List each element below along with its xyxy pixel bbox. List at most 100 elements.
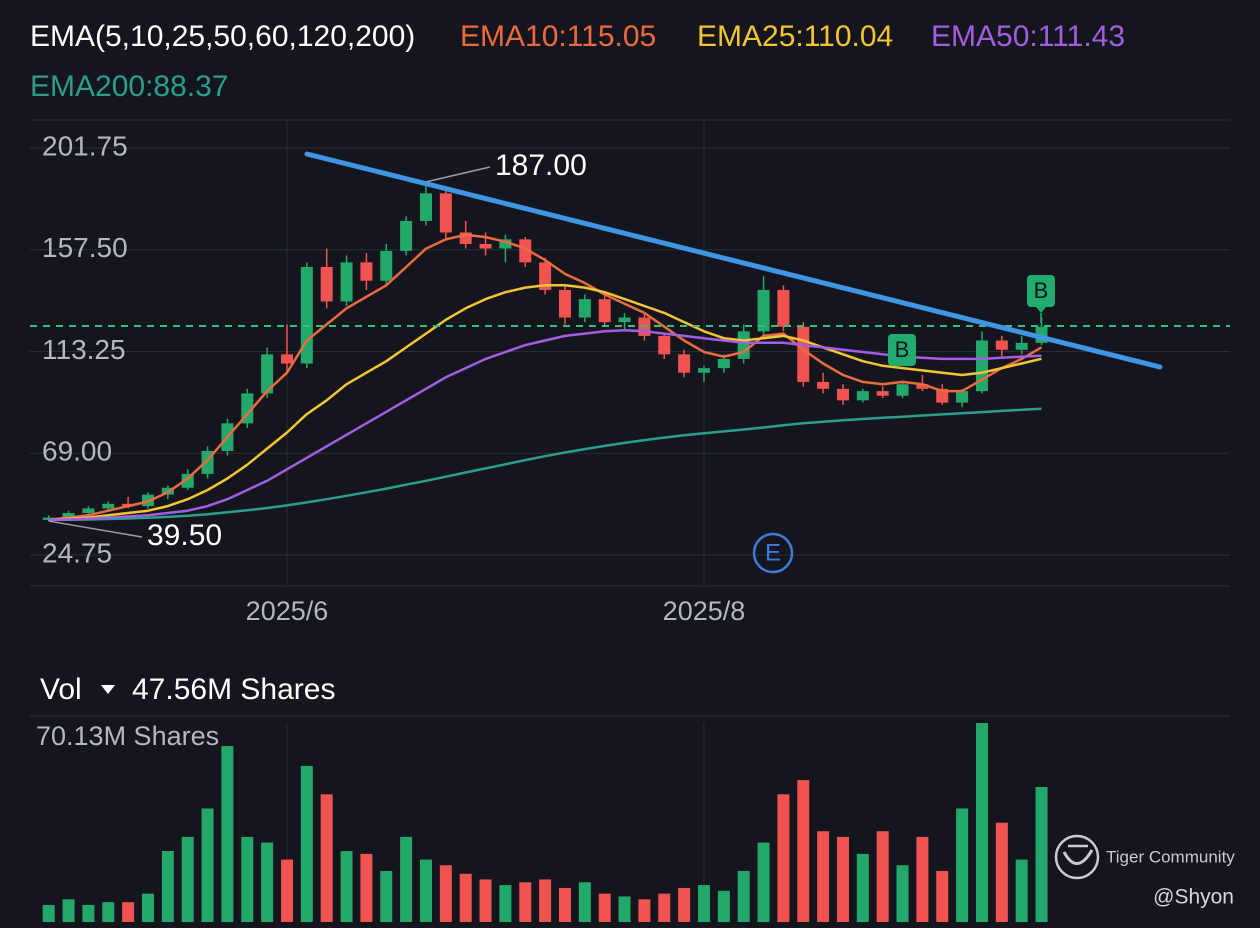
candle-body: [856, 391, 869, 401]
volume-bar: [340, 851, 353, 922]
volume-bar: [856, 853, 869, 922]
volume-bar: [578, 882, 591, 922]
volume-bar: [400, 836, 413, 922]
volume-bar: [221, 746, 234, 922]
volume-bar: [638, 899, 651, 922]
trend-line: [304, 151, 1163, 370]
legend-entry: EMA10:115.05: [460, 20, 656, 53]
volume-bar: [479, 879, 492, 922]
watermark-user: @Shyon: [1153, 886, 1234, 909]
candle-body: [876, 391, 889, 396]
volume-bar: [42, 904, 55, 922]
candle-body: [558, 289, 571, 318]
candle-body: [320, 266, 333, 302]
candle-body: [1015, 342, 1028, 350]
volume-bar: [161, 851, 174, 922]
volume-bar: [539, 879, 552, 922]
candle-body: [280, 354, 293, 364]
volume-bar: [1035, 787, 1048, 922]
candle-body: [737, 331, 750, 359]
candle-body: [916, 384, 929, 389]
volume-bar: [995, 822, 1008, 922]
candle-body: [499, 239, 512, 249]
annotation-leader: [425, 166, 491, 183]
candle-body: [658, 335, 671, 355]
annotation-label: 187.00: [495, 149, 587, 182]
candle-body: [618, 317, 631, 323]
volume-bar: [102, 902, 115, 922]
buy-marker: [1027, 275, 1055, 307]
y-tick-label: 24.75: [42, 537, 112, 568]
volume-bar: [380, 870, 393, 922]
volume-bar: [975, 723, 988, 922]
volume-bar: [419, 859, 432, 922]
candle-body: [400, 220, 413, 251]
x-tick-label: 2025/6: [246, 596, 329, 626]
volume-bar: [956, 808, 969, 922]
candle-body: [777, 289, 790, 327]
volume-bar: [1015, 859, 1028, 922]
volume-bar: [558, 887, 571, 922]
candle-body: [678, 354, 691, 373]
candle-body: [519, 239, 532, 263]
volume-bar: [122, 902, 135, 922]
candle-body: [896, 384, 909, 396]
volume-bar: [757, 842, 770, 922]
watermark-logo: [1054, 834, 1100, 880]
volume-bar: [439, 865, 452, 922]
volume-bar: [519, 882, 532, 922]
volume-bar: [459, 873, 472, 922]
ema-line: [48, 328, 1042, 522]
volume-bar: [181, 836, 194, 922]
volume-bar: [797, 780, 810, 922]
candle-body: [797, 326, 810, 382]
volume-bar: [618, 896, 631, 922]
volume-bar: [82, 904, 95, 922]
candle-body: [360, 262, 373, 281]
volume-bar: [817, 831, 830, 922]
y-tick-label: 69.00: [42, 436, 112, 467]
volume-bar: [777, 794, 790, 922]
candle-body: [975, 340, 988, 392]
volume-bar: [241, 836, 254, 922]
annotation-leader: [48, 520, 143, 538]
volume-bar: [678, 887, 691, 922]
legend-title: EMA(5,10,25,50,60,120,200): [30, 20, 415, 53]
grid-layer: [30, 119, 1230, 922]
candle-body: [261, 354, 274, 394]
volume-bar: [360, 853, 373, 922]
candle-body: [757, 289, 770, 332]
ema-line: [48, 284, 1042, 522]
annotation-label: 39.50: [147, 519, 222, 552]
volume-bar: [499, 885, 512, 922]
dropdown-icon[interactable]: [101, 685, 115, 694]
volume-bar: [936, 870, 949, 922]
candle-body: [82, 508, 95, 514]
volume-bar: [300, 765, 313, 922]
candle-body: [598, 299, 611, 323]
candle-body: [439, 193, 452, 233]
candle-body: [62, 513, 75, 518]
ema-line: [48, 233, 1043, 522]
volume-title: Vol: [40, 673, 82, 706]
marker-label: E: [765, 539, 781, 566]
top-layer: 201.75 157.50 113.25 69.00 24.75 2025/6 2025/8…: [30, 20, 1125, 751]
candle-body: [697, 368, 710, 373]
earnings-marker: [752, 532, 794, 574]
buy-marker: [888, 334, 916, 366]
marker-label: B: [895, 337, 910, 362]
volume-bar: [717, 890, 730, 922]
x-tick-label: 2025/8: [663, 596, 746, 626]
y-tick-label: 113.25: [42, 334, 126, 365]
candle-body: [479, 243, 492, 249]
volume-bar: [658, 893, 671, 922]
volume-bar: [201, 808, 214, 922]
volume-bar: [598, 893, 611, 922]
volume-current: 47.56M Shares: [132, 673, 335, 706]
candle-body: [717, 358, 730, 369]
buy-marker-pointer: [1036, 307, 1046, 313]
candle-body: [419, 193, 432, 221]
watermark-brand: Tiger Community: [1106, 847, 1235, 866]
